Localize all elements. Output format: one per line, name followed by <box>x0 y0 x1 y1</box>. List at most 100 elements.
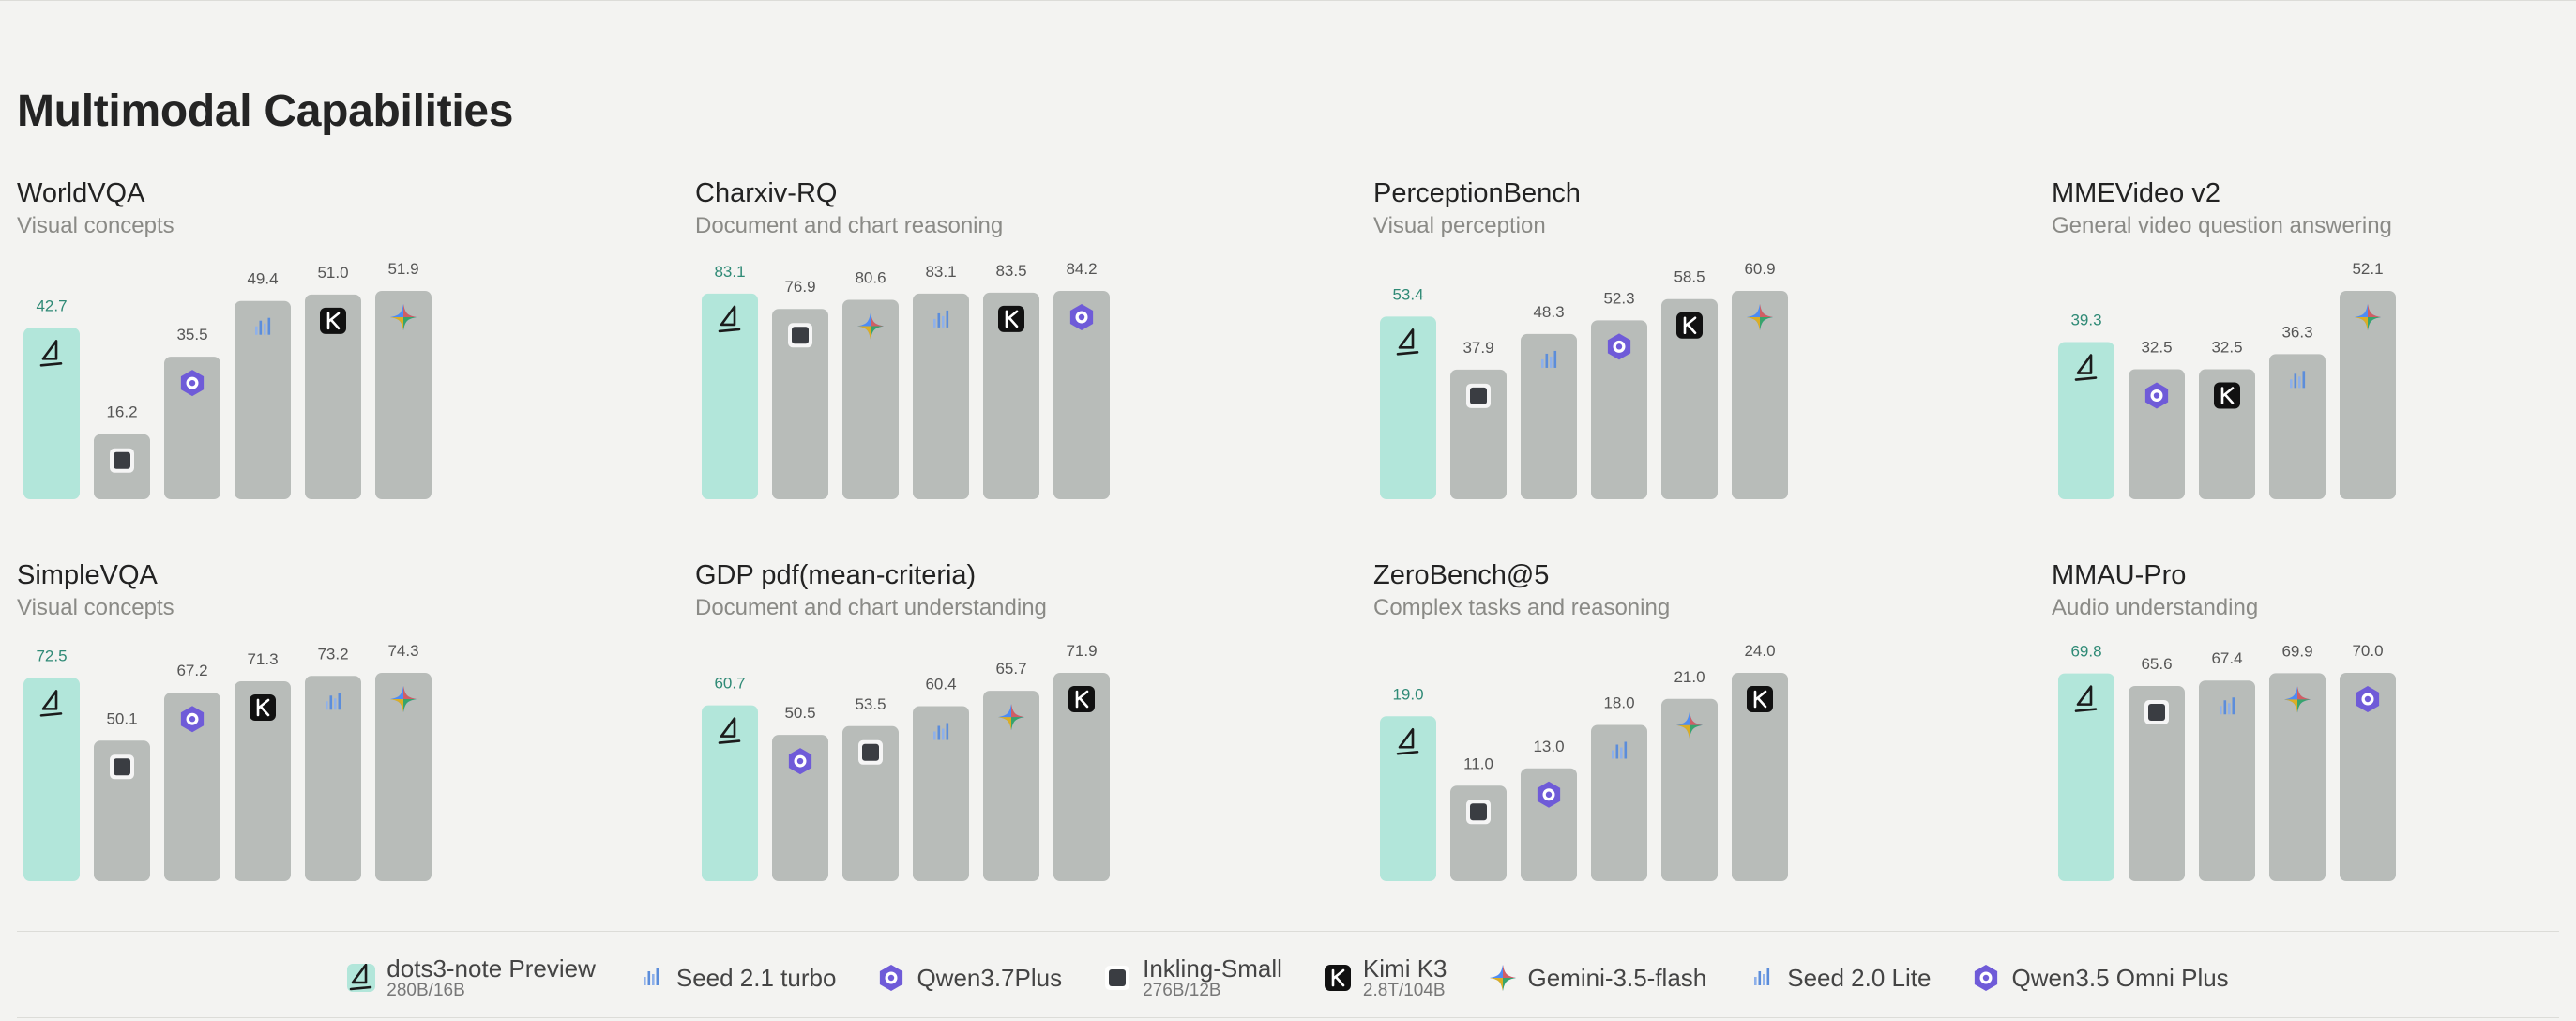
sail-icon <box>1396 328 1419 356</box>
qwen-star-icon <box>1069 304 1094 330</box>
sail-icon <box>39 340 63 367</box>
kimi-k-icon <box>1747 686 1773 712</box>
bar <box>2199 369 2255 499</box>
value-label: 16.2 <box>106 404 137 421</box>
bar <box>235 300 291 499</box>
kimi-k-icon <box>1068 686 1095 712</box>
seed-bars-icon <box>933 723 949 740</box>
bar-chart: 53.4 37.9 48.3 52.3 58.5 60.9 <box>1380 260 1788 499</box>
gemini-sparkle-icon <box>1747 304 1773 330</box>
gemini-sparkle-icon <box>1676 711 1703 739</box>
bar <box>305 676 361 881</box>
bar <box>164 693 220 881</box>
value-label: 24.0 <box>1744 642 1775 660</box>
bar-chart: 60.7 50.5 53.5 60.4 65.7 71.9 <box>702 642 1110 881</box>
bar-chart: 19.0 11.0 13.0 18.0 21.0 24.0 <box>1380 642 1788 881</box>
value-label: 83.1 <box>925 263 956 281</box>
chart-panel: MMEVideo v2 General video question answe… <box>2052 180 2576 556</box>
legend-sublabel: 280B/16B <box>386 981 465 1001</box>
bar <box>842 725 899 881</box>
qwen-star-icon <box>1607 333 1631 360</box>
qwen-star-icon <box>877 964 905 992</box>
bar <box>2340 673 2396 881</box>
value-label: 60.7 <box>714 675 745 693</box>
seed-bars-icon <box>637 964 665 992</box>
chart-panel: WorldVQA Visual concepts 42.7 16.2 35.5 49.… <box>17 180 655 556</box>
legend-divider <box>17 1017 2559 1018</box>
chart-title: PerceptionBench <box>1373 178 1581 208</box>
sail-icon <box>347 964 376 992</box>
qwen-star-icon <box>2356 686 2380 712</box>
value-label: 36.3 <box>2281 323 2312 341</box>
value-label: 84.2 <box>1066 260 1097 278</box>
value-label: 49.4 <box>247 270 278 288</box>
bar <box>1450 785 1507 881</box>
bar <box>2340 291 2396 499</box>
chart-panel: MMAU-Pro Audio understanding 69.8 65.6 67.… <box>2052 562 2576 937</box>
seed-bars-icon <box>1748 964 1776 992</box>
bar-chart: 72.5 50.1 67.2 71.3 73.2 74.3 <box>23 642 432 881</box>
value-label: 73.2 <box>317 645 348 663</box>
value-label: 51.9 <box>387 260 418 278</box>
bar <box>94 740 150 881</box>
legend-item: Kimi K3 2.8T/104B <box>1324 955 1447 1001</box>
bar <box>235 680 291 881</box>
chart-title: MMEVideo v2 <box>2052 178 2220 208</box>
value-label: 80.6 <box>855 268 886 286</box>
legend-sublabel: 276B/12B <box>1143 981 1221 1001</box>
gemini-sparkle-icon <box>390 304 417 330</box>
value-label: 74.3 <box>387 642 418 660</box>
bar <box>1732 291 1788 499</box>
bar <box>842 299 899 499</box>
bar <box>2199 680 2255 881</box>
bar-highlight <box>702 293 758 499</box>
square-icon <box>858 739 883 765</box>
seed-bars-icon <box>1541 350 1557 368</box>
bar <box>1732 673 1788 881</box>
legend-label: dots3-note Preview <box>386 953 596 983</box>
bar <box>2269 673 2326 881</box>
square-icon <box>1103 964 1131 992</box>
kimi-k-icon <box>2214 382 2240 409</box>
value-label: 58.5 <box>1674 268 1705 286</box>
square-icon <box>788 323 812 348</box>
sail-icon <box>718 305 741 333</box>
bar <box>2129 369 2185 499</box>
value-label: 60.4 <box>925 676 956 693</box>
chart-subtitle: Audio understanding <box>2052 595 2259 620</box>
kimi-k-icon <box>998 305 1024 332</box>
chart-subtitle: Document and chart understanding <box>695 595 1047 620</box>
sail-icon <box>2074 354 2098 381</box>
value-label: 70.0 <box>2352 642 2383 660</box>
square-icon <box>2144 699 2169 724</box>
value-label: 13.0 <box>1533 738 1564 755</box>
legend-item: Gemini-3.5-flash <box>1489 964 1706 992</box>
chart-panel: SimpleVQA Visual concepts 72.5 50.1 67.2 71… <box>17 562 655 937</box>
seed-bars-icon <box>2290 371 2306 389</box>
square-icon <box>1466 800 1491 825</box>
bar <box>2269 354 2326 499</box>
bar <box>772 735 828 881</box>
qwen-star-icon <box>180 370 205 397</box>
square-icon <box>1466 383 1491 408</box>
chart-title: MMAU-Pro <box>2052 560 2187 590</box>
legend-item: Inkling-Small 276B/12B <box>1103 955 1282 1001</box>
top-divider <box>0 0 2576 1</box>
value-label: 32.5 <box>2211 339 2242 357</box>
bar <box>305 294 361 499</box>
value-label: 65.6 <box>2141 655 2172 673</box>
bar <box>1521 768 1577 881</box>
square-icon <box>110 448 134 473</box>
bar-highlight <box>23 328 80 499</box>
kimi-k-icon <box>1324 964 1352 992</box>
value-label: 48.3 <box>1533 303 1564 321</box>
value-label: 50.5 <box>784 704 815 722</box>
value-label: 71.9 <box>1066 642 1097 660</box>
gemini-sparkle-icon <box>390 686 417 712</box>
bar <box>1521 333 1577 499</box>
chart-panel: Charxiv-RQ Document and chart reasoning … <box>695 180 1333 556</box>
legend-label: Kimi K3 <box>1362 953 1447 983</box>
gemini-sparkle-icon <box>998 704 1024 731</box>
bar-highlight <box>1380 716 1436 881</box>
value-label: 19.0 <box>1392 685 1423 703</box>
